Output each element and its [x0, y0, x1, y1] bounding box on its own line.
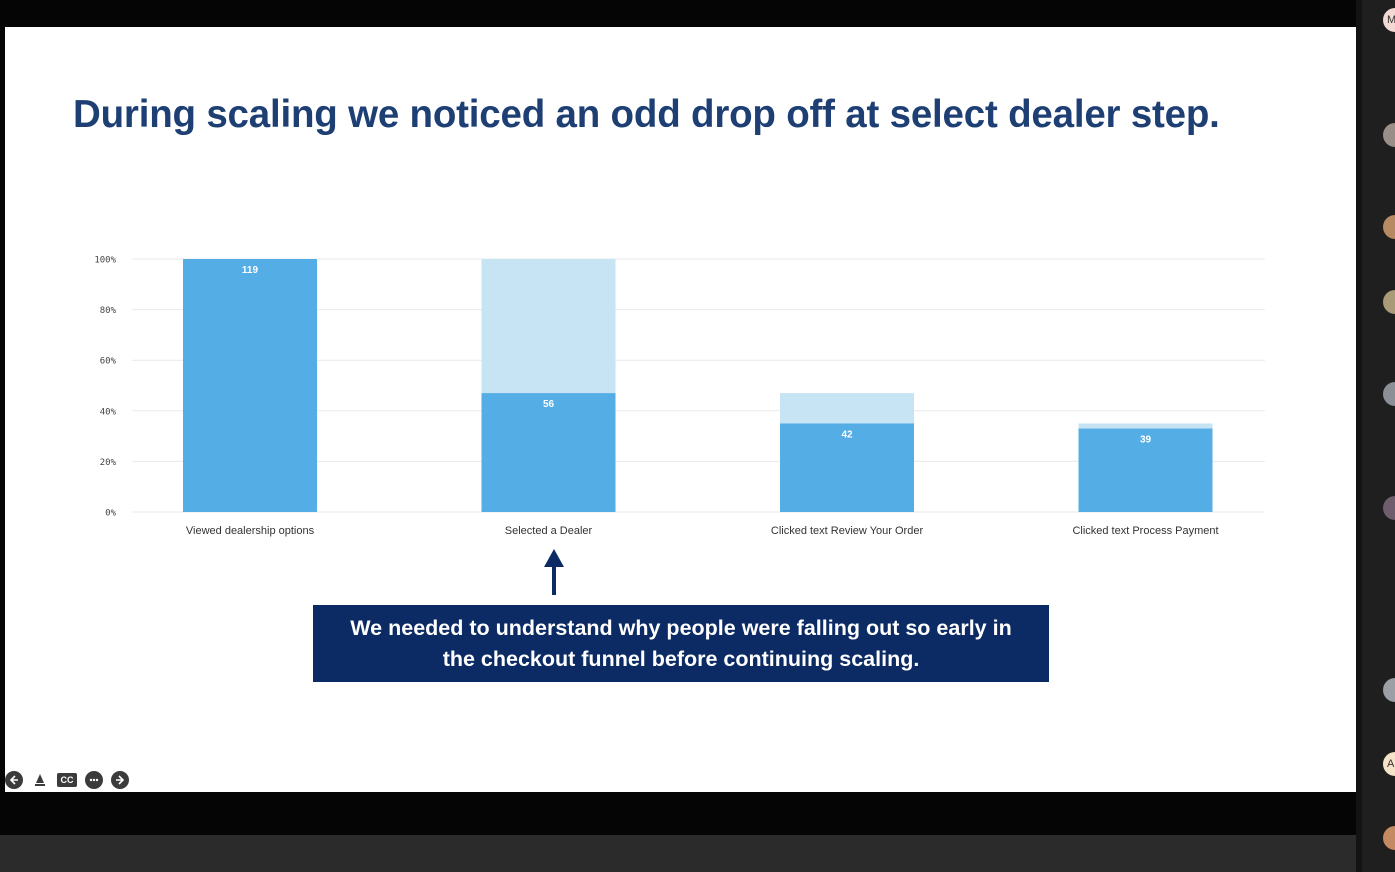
- funnel-bar[interactable]: [183, 259, 317, 512]
- more-icon[interactable]: [85, 771, 103, 789]
- participant-avatar[interactable]: [1383, 290, 1395, 314]
- participant-avatar[interactable]: [1383, 496, 1395, 520]
- x-category-label: Viewed dealership options: [186, 525, 315, 537]
- participant-avatar[interactable]: [1383, 123, 1395, 147]
- x-category-label: Selected a Dealer: [505, 525, 593, 537]
- dropoff-bar: [1078, 423, 1213, 429]
- y-tick-label: 20%: [100, 458, 117, 468]
- bar-data-label: 39: [1140, 435, 1152, 446]
- panel-divider[interactable]: [1356, 0, 1362, 872]
- bar-data-label: 119: [242, 265, 259, 276]
- dropoff-bar: [481, 259, 616, 394]
- presentation-slide: During scaling we noticed an odd drop of…: [5, 27, 1356, 792]
- callout-box: We needed to understand why people were …: [313, 605, 1049, 682]
- participant-avatar[interactable]: M: [1383, 8, 1395, 32]
- callout-line-2: the checkout funnel before continuing sc…: [442, 647, 920, 671]
- arrow-stem: [552, 564, 556, 595]
- y-tick-label: 40%: [100, 407, 117, 417]
- y-tick-label: 60%: [100, 357, 117, 367]
- meeting-footer: [0, 835, 1358, 872]
- funnel-bar-chart: 0% 20% 40% 60% 80% 100% 119 Viewed dealership o…: [94, 256, 1265, 537]
- bottom-black-bar: [0, 792, 1358, 835]
- closed-captions-button[interactable]: CC: [57, 773, 77, 787]
- funnel-bar[interactable]: [481, 393, 616, 512]
- participants-panel: M A: [1362, 0, 1395, 872]
- arrow-left-icon[interactable]: [5, 771, 23, 789]
- top-black-bar: [0, 0, 1358, 27]
- bar-data-label: 56: [543, 399, 555, 410]
- participant-avatar[interactable]: [1383, 678, 1395, 702]
- dropoff-bar: [780, 393, 914, 424]
- y-tick-label: 80%: [100, 306, 117, 316]
- left-black-strip: [0, 27, 5, 835]
- participant-avatar[interactable]: [1383, 215, 1395, 239]
- callout-line-1: We needed to understand why people were …: [350, 616, 1012, 640]
- slide-controls: CC: [5, 770, 137, 790]
- arrow-up-icon: [544, 549, 564, 567]
- arrow-right-icon[interactable]: [111, 771, 129, 789]
- pen-icon[interactable]: [31, 771, 49, 789]
- y-tick-label: 100%: [94, 256, 116, 266]
- x-category-label: Clicked text Review Your Order: [771, 525, 924, 537]
- bar-data-label: 42: [841, 429, 853, 440]
- slide-title: During scaling we noticed an odd drop of…: [73, 93, 1220, 136]
- funnel-bar[interactable]: [780, 423, 914, 512]
- participant-avatar[interactable]: A: [1383, 752, 1395, 776]
- participant-avatar[interactable]: [1383, 382, 1395, 406]
- x-category-label: Clicked text Process Payment: [1072, 525, 1218, 537]
- y-tick-label: 0%: [105, 509, 116, 519]
- participant-avatar[interactable]: [1383, 826, 1395, 850]
- funnel-bar[interactable]: [1078, 428, 1213, 512]
